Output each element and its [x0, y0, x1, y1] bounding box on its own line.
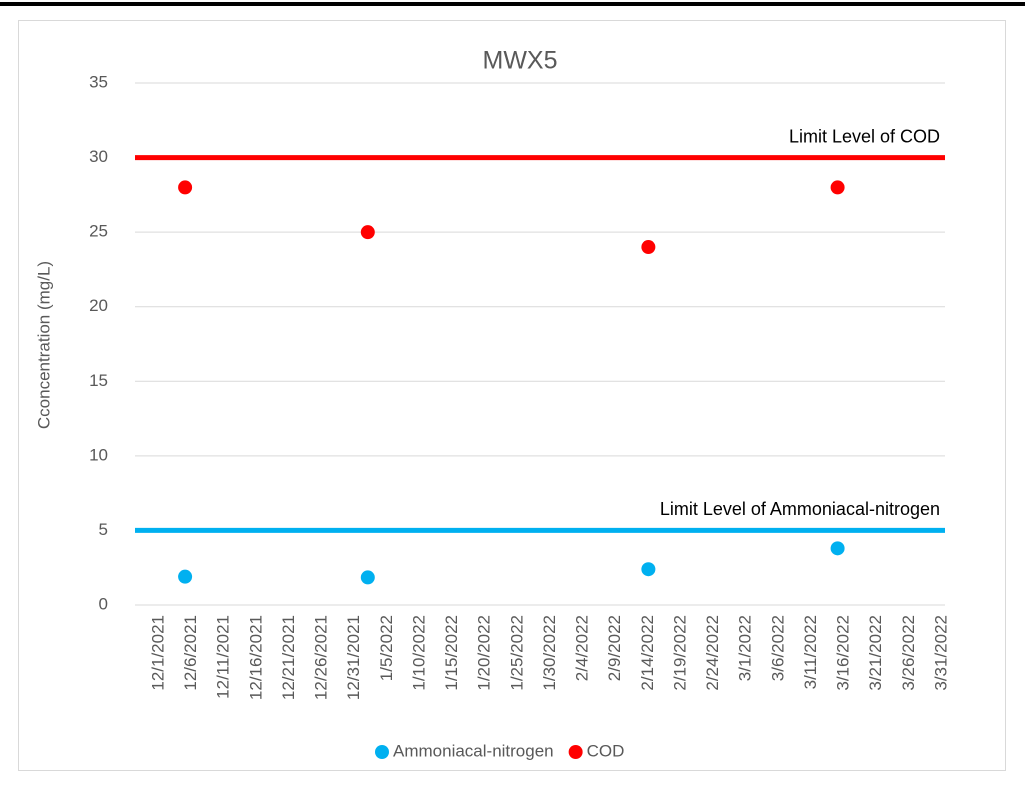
x-tick-label: 12/11/2021: [214, 615, 233, 699]
y-tick-label: 20: [89, 296, 108, 315]
x-tick-label: 3/1/2022: [736, 615, 755, 681]
x-tick-label: 12/26/2021: [312, 615, 331, 700]
x-tick-label: 3/26/2022: [899, 615, 918, 691]
chart-title: MWX5: [483, 47, 558, 75]
point: [641, 562, 656, 577]
point: [830, 180, 845, 195]
x-tick-label: 3/31/2022: [931, 615, 950, 691]
point: [178, 180, 193, 195]
point: [641, 240, 656, 255]
legend-label: COD: [587, 741, 625, 760]
legend-label: Ammoniacal-nitrogen: [393, 741, 554, 760]
y-tick-label: 35: [89, 72, 108, 91]
x-tick-label: 1/5/2022: [377, 615, 396, 681]
x-tick-label: 3/6/2022: [768, 615, 787, 681]
point: [360, 225, 375, 240]
x-tick-label: 2/19/2022: [670, 615, 689, 691]
legend-marker: [568, 745, 583, 759]
point: [360, 570, 375, 585]
x-tick-label: 12/21/2021: [279, 615, 298, 700]
x-tick-label: 1/25/2022: [507, 615, 526, 691]
x-tick-label: 3/16/2022: [834, 615, 853, 691]
x-tick-label: 1/20/2022: [475, 615, 494, 691]
x-tick-label: 2/9/2022: [605, 615, 624, 681]
x-tick-label: 1/15/2022: [442, 615, 461, 691]
x-tick-label: 1/30/2022: [540, 615, 559, 691]
x-tick-label: 12/6/2021: [181, 615, 200, 691]
y-tick-label: 15: [89, 371, 108, 390]
point: [830, 541, 845, 556]
chart-frame: [18, 20, 1006, 771]
y-tick-label: 30: [89, 147, 108, 166]
legend-marker: [375, 745, 389, 759]
x-tick-label: 2/4/2022: [573, 615, 592, 681]
x-tick-label: 3/11/2022: [801, 615, 820, 689]
y-tick-label: 5: [99, 520, 108, 539]
reference-label: Limit Level of Ammoniacal-nitrogen: [660, 499, 940, 519]
top-rule: [0, 2, 1025, 6]
x-tick-label: 3/21/2022: [866, 615, 885, 691]
x-tick-label: 12/31/2021: [344, 615, 363, 700]
y-tick-label: 0: [99, 594, 108, 613]
x-tick-label: 2/24/2022: [703, 615, 722, 691]
x-tick-label: 12/16/2021: [246, 615, 265, 700]
x-tick-label: 1/10/2022: [409, 615, 428, 691]
x-tick-label: 12/1/2021: [148, 615, 167, 691]
y-tick-label: 25: [89, 222, 108, 241]
y-axis-label: Cconcentration (mg/L): [34, 261, 53, 429]
point: [178, 569, 193, 584]
x-tick-label: 2/14/2022: [638, 615, 657, 691]
reference-label: Limit Level of COD: [789, 126, 940, 146]
y-tick-label: 10: [89, 445, 108, 464]
